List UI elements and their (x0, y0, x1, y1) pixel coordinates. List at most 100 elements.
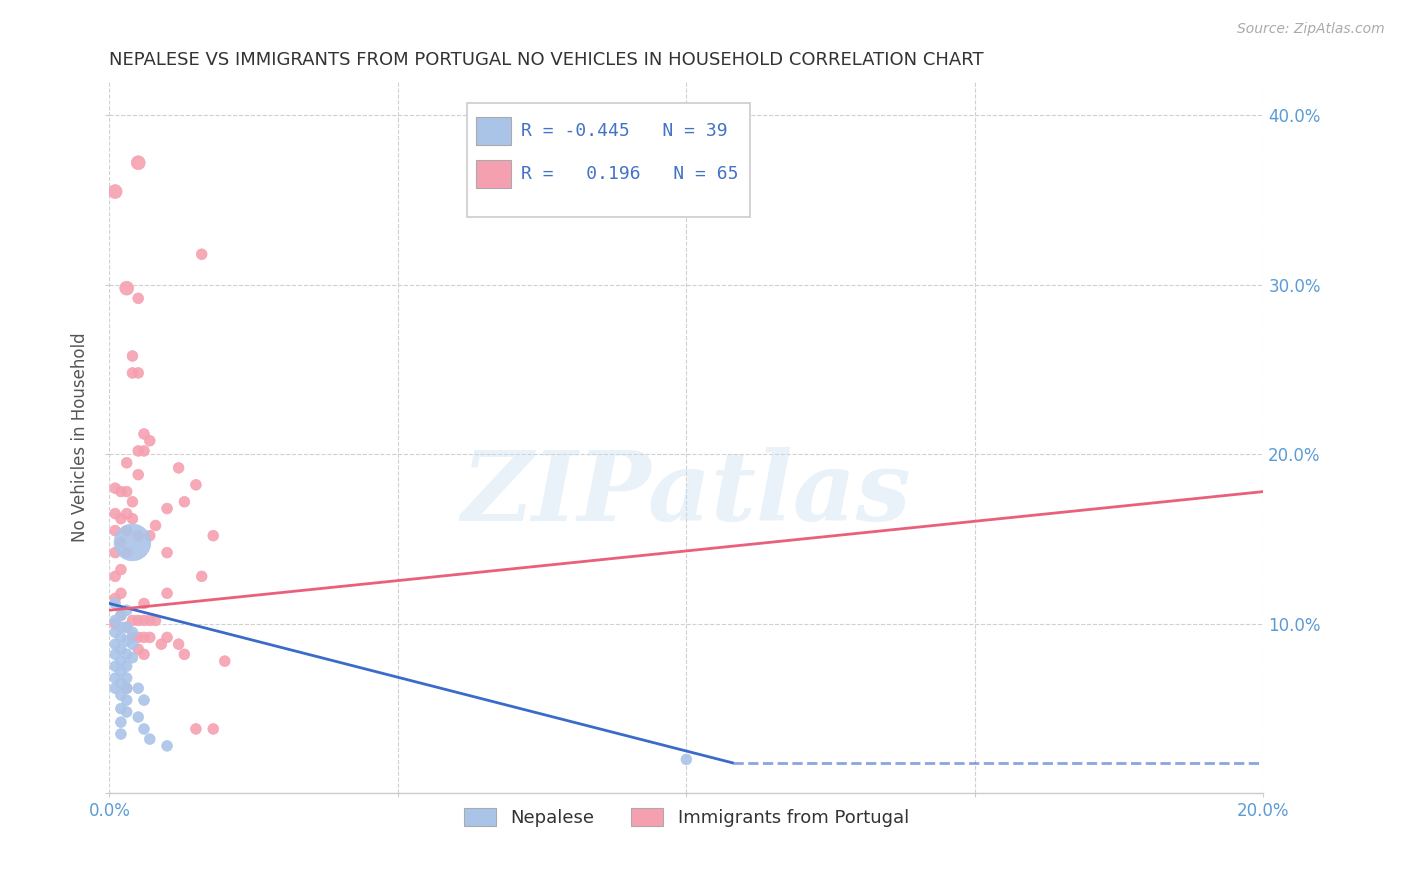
Point (110, 535, 132, 549)
Point (139, 529, 162, 543)
Point (202, 722, 225, 736)
Point (139, 631, 162, 645)
Point (167, 461, 190, 475)
Point (132, 648, 155, 662)
Point (156, 546, 179, 560)
Y-axis label: No Vehicles in Household: No Vehicles in Household (72, 333, 89, 542)
Point (127, 614, 149, 628)
Point (110, 688, 132, 702)
Point (127, 444, 149, 458)
Point (104, 185, 127, 199)
Point (110, 608, 132, 623)
Point (104, 507, 127, 521)
Point (121, 637, 143, 651)
Point (156, 501, 179, 516)
Text: R =   0.196   N = 65: R = 0.196 N = 65 (522, 165, 738, 183)
FancyBboxPatch shape (477, 117, 510, 145)
Point (115, 671, 138, 685)
Point (675, 752, 697, 766)
Point (127, 710, 149, 724)
Text: Source: ZipAtlas.com: Source: ZipAtlas.com (1237, 22, 1385, 37)
Point (104, 546, 127, 560)
Point (127, 291, 149, 305)
Point (110, 701, 132, 715)
Point (110, 665, 132, 679)
Point (104, 614, 127, 628)
Point (104, 659, 127, 673)
Point (121, 366, 143, 380)
FancyBboxPatch shape (467, 103, 749, 217)
Text: R = -0.445   N = 39: R = -0.445 N = 39 (522, 122, 728, 140)
Point (202, 529, 225, 543)
Point (104, 681, 127, 696)
Point (132, 426, 155, 441)
Point (150, 637, 173, 651)
Point (167, 637, 190, 651)
Point (110, 484, 132, 499)
Point (139, 434, 162, 448)
Point (115, 705, 138, 719)
Point (115, 524, 138, 538)
Point (110, 676, 132, 690)
Point (115, 681, 138, 696)
Point (110, 512, 132, 526)
Point (184, 722, 207, 736)
Point (139, 732, 162, 747)
Point (127, 681, 149, 696)
Point (110, 642, 132, 657)
Point (214, 654, 236, 668)
Point (121, 512, 143, 526)
Point (110, 586, 132, 600)
Point (104, 597, 127, 611)
Point (127, 642, 149, 657)
Point (110, 563, 132, 577)
Point (115, 633, 138, 648)
Point (121, 349, 143, 363)
Point (104, 625, 127, 640)
Point (121, 650, 143, 665)
Point (121, 535, 143, 549)
Point (127, 631, 149, 645)
Point (115, 603, 138, 617)
Point (115, 681, 138, 696)
Point (139, 614, 162, 628)
Point (156, 739, 179, 753)
Point (104, 569, 127, 583)
Text: ZIPatlas: ZIPatlas (461, 447, 911, 541)
Point (190, 247, 212, 261)
Point (127, 366, 149, 380)
Point (190, 569, 212, 583)
Point (132, 444, 155, 458)
Point (173, 495, 195, 509)
Point (115, 484, 138, 499)
Point (145, 614, 167, 628)
Point (115, 620, 138, 634)
Point (156, 586, 179, 600)
Point (110, 631, 132, 645)
Point (115, 648, 138, 662)
Point (115, 659, 138, 673)
Point (132, 597, 155, 611)
Point (115, 693, 138, 707)
Point (104, 524, 127, 538)
Point (115, 507, 138, 521)
Point (121, 631, 143, 645)
Point (110, 727, 132, 741)
Point (132, 722, 155, 736)
Point (127, 467, 149, 482)
Point (127, 529, 149, 543)
Legend: Nepalese, Immigrants from Portugal: Nepalese, Immigrants from Portugal (457, 800, 917, 834)
Point (156, 631, 179, 645)
Point (115, 620, 138, 634)
Point (115, 456, 138, 470)
FancyBboxPatch shape (477, 160, 510, 188)
Point (173, 648, 195, 662)
Point (110, 620, 132, 634)
Point (184, 478, 207, 492)
Point (115, 281, 138, 295)
Point (127, 155, 149, 169)
Point (104, 481, 127, 495)
Point (104, 671, 127, 685)
Text: NEPALESE VS IMMIGRANTS FROM PORTUGAL NO VEHICLES IN HOUSEHOLD CORRELATION CHART: NEPALESE VS IMMIGRANTS FROM PORTUGAL NO … (110, 51, 984, 69)
Point (104, 637, 127, 651)
